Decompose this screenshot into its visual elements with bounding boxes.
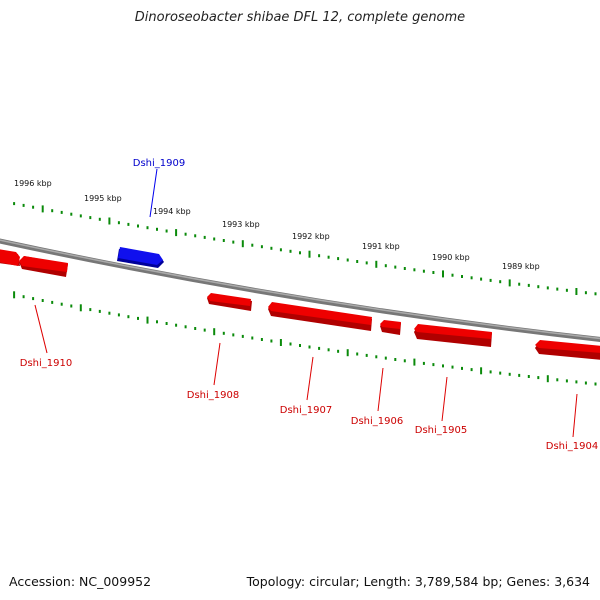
gene-feature-dshi-1907[interactable] <box>268 302 372 331</box>
gene-label[interactable]: Dshi_1908 <box>187 390 239 401</box>
ruler-label: 1991 kbp <box>362 242 400 251</box>
accession-text: Accession: NC_009952 <box>9 574 152 589</box>
gene-feature-dshi-1910[interactable] <box>0 249 68 277</box>
ruler-label: 1989 kbp <box>502 262 540 271</box>
genome-backbone <box>0 238 600 342</box>
gene-label[interactable]: Dshi_1905 <box>415 425 467 436</box>
ruler-label: 1996 kbp <box>14 179 52 188</box>
outer-ruler <box>13 202 597 296</box>
ruler-label: 1994 kbp <box>153 207 191 216</box>
gene-feature-dshi-1906[interactable] <box>380 320 401 335</box>
ruler-label: 1995 kbp <box>84 194 122 203</box>
gene-feature-dshi-1904[interactable] <box>535 340 600 360</box>
topology-text: Topology: circular; Length: 3,789,584 bp… <box>246 574 590 589</box>
ruler-label: 1993 kbp <box>222 220 260 229</box>
gene-label[interactable]: Dshi_1907 <box>280 405 332 416</box>
gene-feature-dshi-1908[interactable] <box>207 293 252 311</box>
ruler-labels: 1996 kbp 1995 kbp 1994 kbp 1993 kbp 1992… <box>14 179 540 271</box>
leader-lines <box>34 168 578 438</box>
gene-label[interactable]: Dshi_1906 <box>351 416 403 427</box>
gene-feature-dshi-1905[interactable] <box>414 324 492 347</box>
gene-label[interactable]: Dshi_1910 <box>20 358 72 369</box>
ruler-label: 1992 kbp <box>292 232 330 241</box>
ruler-label: 1990 kbp <box>432 253 470 262</box>
gene-label[interactable]: Dshi_1909 <box>133 158 185 169</box>
inner-ruler <box>13 291 597 386</box>
gene-label[interactable]: Dshi_1904 <box>546 441 598 452</box>
genome-title: Dinoroseobacter shibae DFL 12, complete … <box>134 10 466 25</box>
gene-feature-dshi-1909[interactable] <box>117 247 164 268</box>
